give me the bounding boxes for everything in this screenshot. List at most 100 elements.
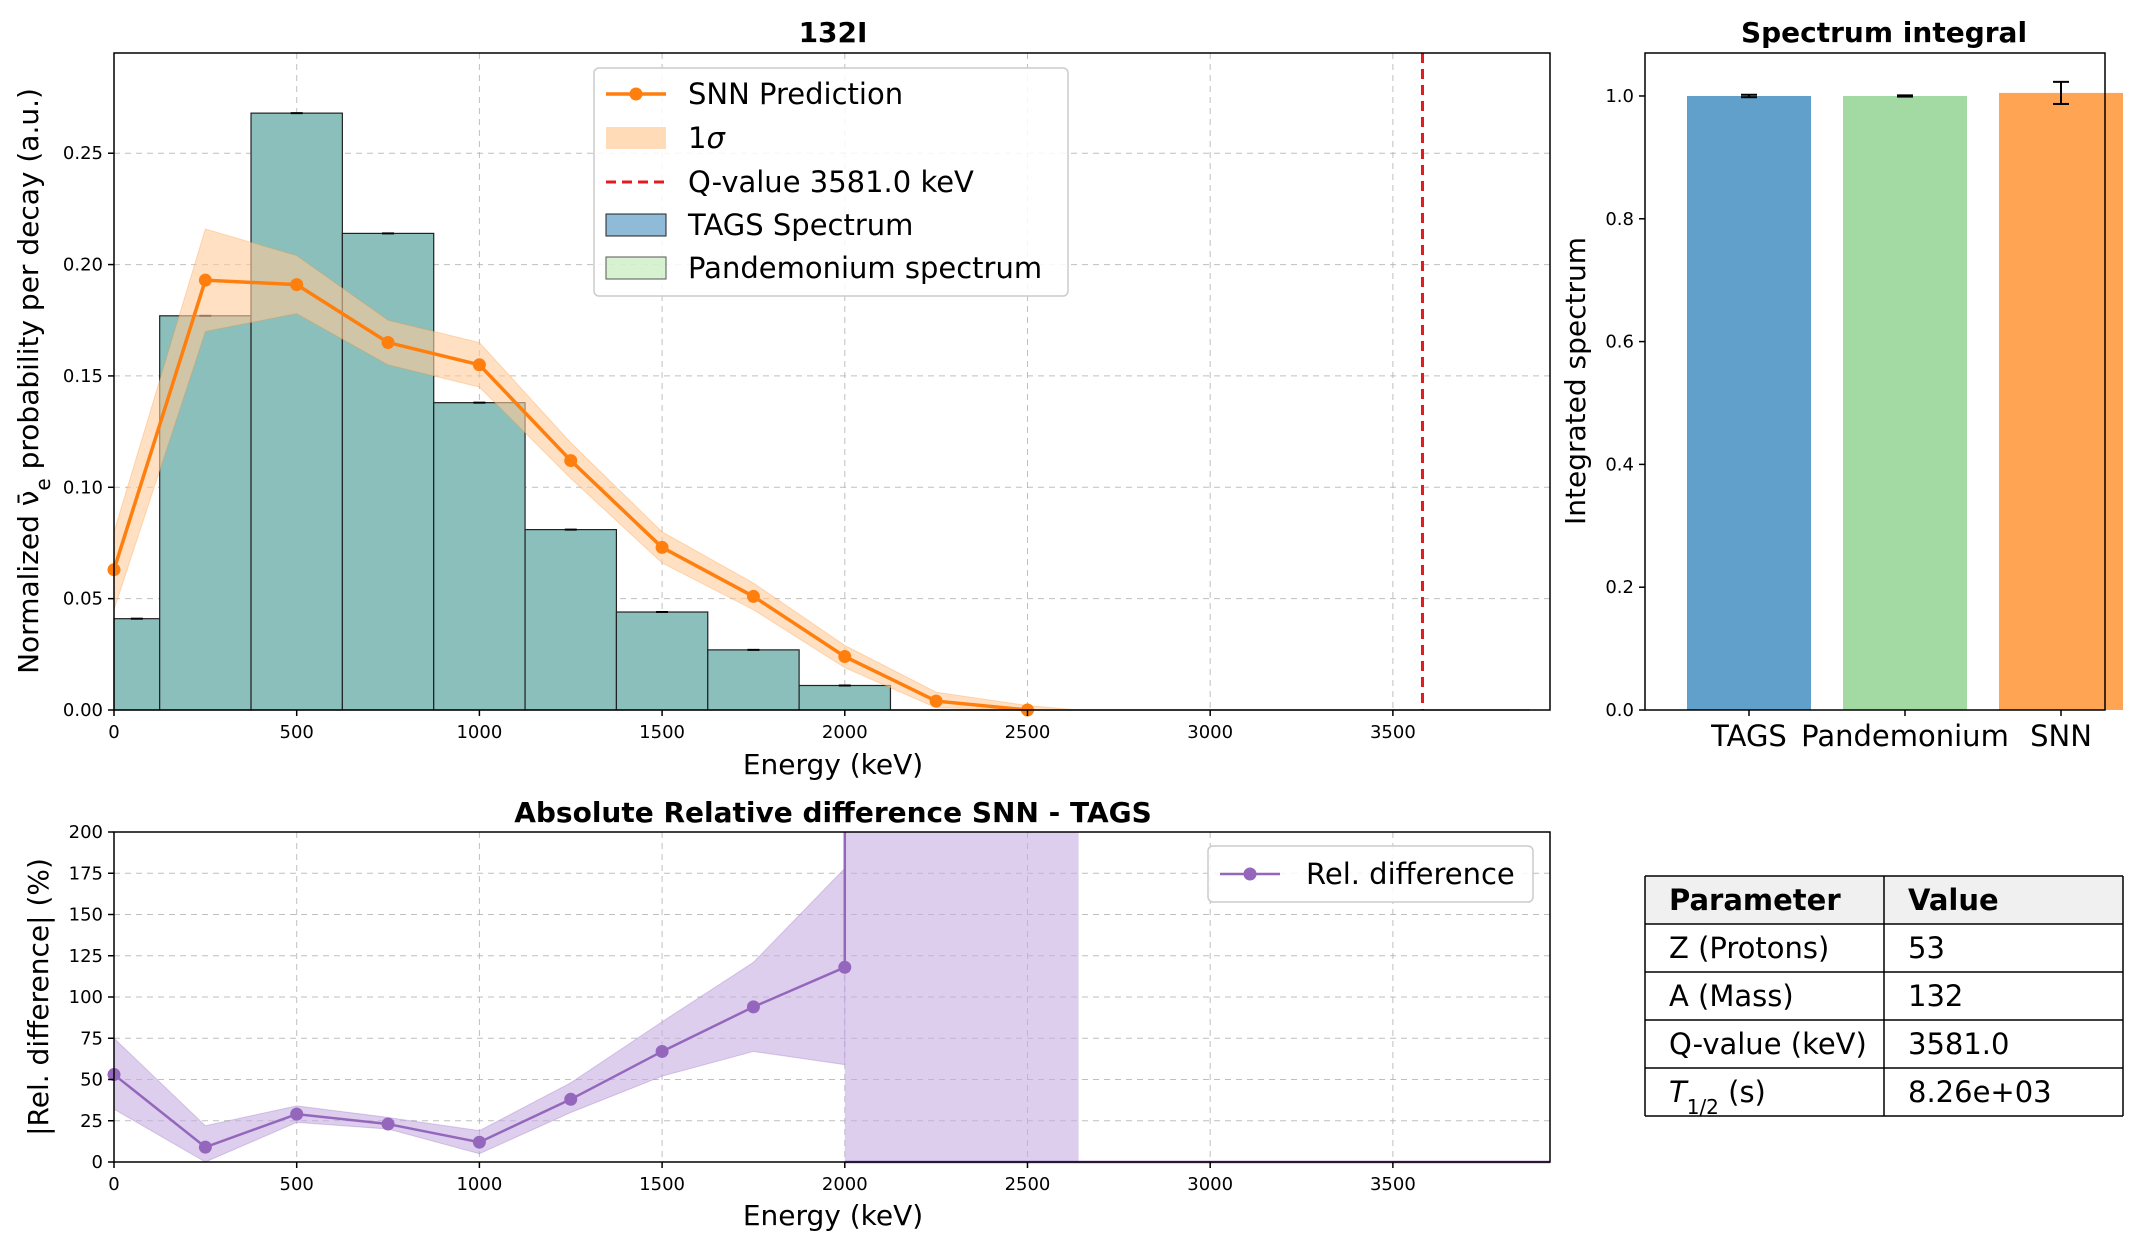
reldiff-y-tick-label: 0 bbox=[92, 1152, 103, 1173]
legend-pandemonium-swatch bbox=[605, 256, 667, 280]
table-param-cell: Q-value (keV) bbox=[1669, 1027, 1867, 1061]
spectrum-bin-0 bbox=[113, 618, 161, 711]
integral-y-axis-label: Integrated spectrum bbox=[1559, 237, 1592, 525]
spectrum-bin-4 bbox=[433, 402, 526, 711]
reldiff-x-tick-label: 3000 bbox=[1187, 1174, 1233, 1195]
reldiff-x-tick-label: 2500 bbox=[1005, 1174, 1051, 1195]
reldiff-point-5 bbox=[564, 1092, 578, 1106]
main-y-label-nu: ν̄ bbox=[12, 491, 45, 507]
main-y-ticks: 0.00 0.05 0.10 0.15 0.20 0.25 bbox=[63, 143, 114, 721]
integral-bars bbox=[1687, 80, 2123, 711]
main-plot-frame bbox=[113, 52, 1551, 711]
spectrum-bin-2 bbox=[250, 112, 343, 711]
integral-bar-pandemonium bbox=[1843, 95, 1967, 710]
reldiff-legend: Rel. difference bbox=[1207, 845, 1534, 903]
legend-entry-label: 1σ bbox=[688, 121, 726, 155]
reldiff-point-4 bbox=[472, 1135, 486, 1149]
integral-x-tick-label: TAGS bbox=[1710, 719, 1787, 753]
table-header-cell: Value bbox=[1908, 883, 1999, 917]
main-x-tick-label: 2000 bbox=[822, 722, 868, 743]
integral-y-tick-label: 0.4 bbox=[1605, 454, 1634, 475]
snn-point-2 bbox=[290, 278, 304, 292]
main-y-label-sub: e bbox=[31, 478, 55, 490]
integral-chart-title: Spectrum integral bbox=[1741, 16, 2027, 49]
table-value-cell: 8.26e+03 bbox=[1908, 1075, 2052, 1109]
snn-point-6 bbox=[655, 540, 669, 554]
reldiff-y-axis-label: |Rel. difference| (%) bbox=[22, 858, 55, 1136]
snn-point-5 bbox=[564, 454, 578, 468]
reldiff-x-tick-label: 1500 bbox=[639, 1174, 685, 1195]
main-x-tick-label: 2500 bbox=[1005, 722, 1051, 743]
snn-point-7 bbox=[746, 589, 760, 603]
reldiff-x-tick-label: 0 bbox=[108, 1174, 119, 1195]
reldiff-point-2 bbox=[290, 1107, 304, 1121]
reldiff-point-1 bbox=[198, 1140, 212, 1154]
main-x-ticks: 0 500 1000 1500 2000 2500 3000 3500 bbox=[108, 710, 1416, 743]
reldiff-x-tick-label: 3500 bbox=[1370, 1174, 1416, 1195]
table-param-main: T bbox=[1669, 1075, 1689, 1109]
reldiff-y-tick-label: 175 bbox=[69, 863, 103, 884]
reldiff-y-tick-label: 50 bbox=[80, 1070, 103, 1091]
main-y-tick-label: 0.05 bbox=[63, 589, 103, 610]
main-x-axis-label: Energy (keV) bbox=[743, 748, 923, 781]
integral-y-tick-label: 0.2 bbox=[1605, 577, 1634, 598]
main-y-tick-label: 0.10 bbox=[63, 477, 103, 498]
legend-sigma-digit: 1 bbox=[688, 121, 706, 155]
main-y-label-part: Normalized bbox=[12, 506, 45, 674]
integral-plot-frame bbox=[1644, 52, 2106, 711]
reldiff-x-tick-label: 1000 bbox=[456, 1174, 502, 1195]
spectrum-bin-8 bbox=[798, 684, 892, 711]
main-y-tick-label: 0.25 bbox=[63, 143, 103, 164]
reldiff-y-tick-label: 150 bbox=[69, 905, 103, 926]
table-param-sub: 1/2 bbox=[1687, 1095, 1719, 1119]
snn-point-8 bbox=[838, 650, 852, 664]
reldiff-point-8 bbox=[838, 960, 852, 974]
reldiff-y-ticks: 0 25 50 75 100 125 150 175 200 bbox=[69, 822, 114, 1173]
integral-y-tick-label: 0.0 bbox=[1605, 700, 1634, 721]
table-value-cell: 53 bbox=[1908, 931, 1945, 965]
reldiff-y-tick-label: 25 bbox=[80, 1111, 103, 1132]
main-chart-title: 132I bbox=[799, 16, 868, 49]
table-param-cell: Z (Protons) bbox=[1669, 931, 1829, 965]
legend-tags-swatch bbox=[605, 213, 667, 237]
legend-sigma-symbol: σ bbox=[706, 121, 726, 155]
spectrum-bin-6 bbox=[615, 611, 709, 711]
reldiff-uncertainty-block bbox=[844, 832, 1079, 1162]
main-legend-box bbox=[593, 67, 1069, 297]
integral-panel: Spectrum integral 0.0 0.2 0.4 0.6 0.8 1.0 TAG… bbox=[1559, 16, 2123, 753]
main-x-tick-label: 500 bbox=[280, 722, 314, 743]
reldiff-x-tick-label: 500 bbox=[280, 1174, 314, 1195]
main-spectrum-panel: 132I 0 500 1000 1500 2000 2500 3000 3500 0.000.… bbox=[12, 16, 1551, 781]
reldiff-y-tick-label: 75 bbox=[80, 1028, 103, 1049]
integral-x-tick-label: Pandemonium bbox=[1801, 719, 2009, 753]
integral-bar-snn bbox=[1999, 92, 2123, 711]
spectrum-bin-7 bbox=[707, 649, 800, 711]
relative-difference-panel: Absolute Relative difference SNN - TAGS … bbox=[22, 796, 1551, 1232]
legend-entry-label: TAGS Spectrum bbox=[687, 208, 913, 242]
reldiff-point-7 bbox=[746, 1000, 760, 1014]
reldiff-y-tick-label: 125 bbox=[69, 946, 103, 967]
table-param-cell: T1/2 (s) bbox=[1669, 1075, 1766, 1119]
reldiff-x-ticks: 0 500 1000 1500 2000 2500 3000 3500 bbox=[108, 1162, 1416, 1195]
main-x-tick-label: 0 bbox=[108, 722, 119, 743]
main-legend: SNN Prediction 1σ Q-value 3581.0 keV TAGS S… bbox=[593, 67, 1069, 297]
spectrum-bin-5 bbox=[524, 529, 618, 711]
main-x-tick-label: 1000 bbox=[456, 722, 502, 743]
integral-x-tick-label: SNN bbox=[2030, 719, 2092, 753]
snn-point-4 bbox=[472, 358, 486, 372]
reldiff-legend-marker bbox=[1243, 867, 1257, 881]
reldiff-x-tick-label: 2000 bbox=[822, 1174, 868, 1195]
legend-band-swatch bbox=[606, 127, 666, 149]
integral-y-ticks: 0.0 0.2 0.4 0.6 0.8 1.0 bbox=[1605, 86, 1645, 721]
table-param-tail: (s) bbox=[1719, 1075, 1766, 1109]
main-y-tick-label: 0.20 bbox=[63, 255, 103, 276]
main-x-tick-label: 3500 bbox=[1370, 722, 1416, 743]
legend-entry-label: SNN Prediction bbox=[688, 77, 903, 111]
integral-y-tick-label: 1.0 bbox=[1605, 86, 1634, 107]
table-header-cell: Parameter bbox=[1669, 883, 1841, 917]
legend-snn-marker bbox=[629, 87, 643, 101]
main-y-axis-label: Normalized ν̄e probability per decay (a.… bbox=[12, 88, 55, 674]
reldiff-chart-title: Absolute Relative difference SNN - TAGS bbox=[514, 796, 1152, 829]
table-value-cell: 132 bbox=[1908, 979, 1963, 1013]
